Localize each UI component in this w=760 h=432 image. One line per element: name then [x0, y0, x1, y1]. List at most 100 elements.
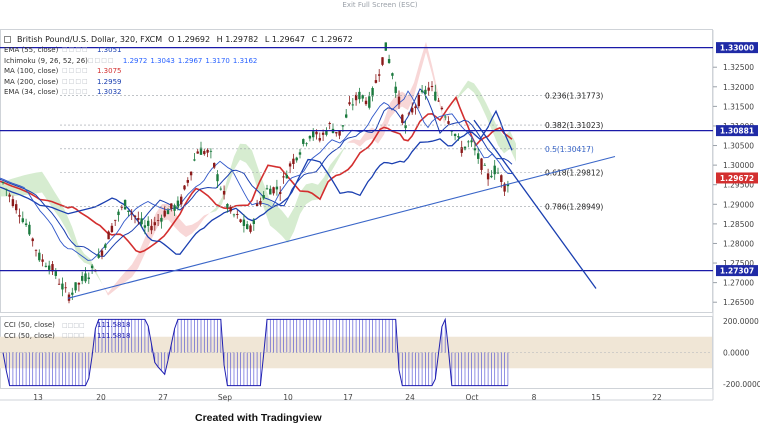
candle-body [391, 73, 394, 76]
candle-body [156, 220, 160, 222]
candle-body [434, 91, 437, 101]
candle-body [496, 172, 500, 174]
candle-body [447, 121, 450, 124]
indicator-controls-icon[interactable]: □□□□ [62, 67, 89, 75]
cloud-segment [330, 157, 336, 174]
indicator-value: 1.3051 [97, 46, 122, 55]
candle-body [11, 199, 15, 206]
candle-body [226, 203, 229, 208]
candle-body [404, 125, 407, 129]
y-tick-label: 1.26500 [723, 298, 754, 307]
level-price-tag-bg [716, 265, 758, 277]
y-tick-label: 1.30000 [723, 161, 754, 170]
cloud-segment [348, 139, 354, 143]
open-value: O 1.29692 [168, 35, 211, 44]
indicator-row[interactable]: MA (200, close) □□□□ 1.2959 [4, 77, 257, 88]
candle-body [480, 158, 483, 170]
candle-body [133, 215, 137, 217]
indicator-controls-icon[interactable]: □□□□ [87, 56, 115, 64]
candle-body [90, 265, 94, 269]
level-price-tag-bg [716, 42, 758, 54]
indicator-row[interactable]: EMA (55, close) □□□□ 1.3051 [4, 45, 257, 56]
candle-body [444, 116, 447, 118]
close-value: C 1.29672 [311, 35, 353, 44]
candle-body [440, 107, 444, 110]
candle-body [285, 174, 288, 179]
cci-value: 111.5818 [97, 331, 131, 340]
candle-body [308, 135, 312, 139]
candle-body [8, 194, 11, 197]
x-tick-label: 13 [33, 393, 43, 402]
candle-body [64, 287, 67, 289]
candle-body [34, 249, 38, 251]
cloud-segment [54, 190, 60, 219]
candle-body [48, 265, 51, 270]
candle-body [503, 183, 506, 192]
candle-body [477, 153, 480, 159]
indicator-controls-icon[interactable]: □□□□ [62, 46, 89, 54]
cloud-segment [252, 150, 258, 191]
symbol-title[interactable]: British Pound/U.S. Dollar, 320, FXCM [17, 35, 163, 44]
candle-body [325, 130, 328, 135]
cci-controls-icon[interactable]: □□□□ [62, 321, 85, 329]
candle-body [384, 42, 387, 51]
candle-body [1, 182, 5, 183]
cci-legend: CCI (50, close) □□□□ 111.5818 CCI (50, clos… [4, 320, 130, 341]
candle-body [5, 189, 8, 190]
candle-body [341, 125, 345, 127]
candle-body [417, 95, 420, 107]
indicator-label: EMA (34, close) [4, 88, 59, 97]
candle-body [387, 58, 391, 63]
candle-body [74, 282, 77, 291]
candle-body [463, 146, 467, 150]
candle-body [176, 200, 180, 208]
candle-body [236, 214, 239, 215]
candle-body [255, 203, 259, 207]
cci-legend-row[interactable]: CCI (50, close) □□□□ 111.5818 [4, 320, 130, 331]
candle-body [180, 196, 183, 205]
cloud-segment [360, 131, 366, 147]
candle-body [100, 250, 104, 256]
cci-legend-row[interactable]: CCI (50, close) □□□□ 111.5818 [4, 331, 130, 342]
candle-body [453, 133, 457, 137]
indicator-row[interactable]: Ichimoku (9, 26, 52, 26) □□□□ 1.2972 1.3043… [4, 56, 257, 67]
cloud-segment [138, 239, 144, 269]
fib-label: 0.5(1.30417) [545, 145, 594, 154]
candle-body [249, 225, 252, 232]
candle-body [173, 205, 176, 211]
support-trendline [67, 155, 616, 299]
candle-body [216, 174, 219, 182]
ema-34-line [0, 90, 512, 261]
candle-body [437, 100, 440, 102]
cloud-segment [468, 80, 474, 93]
indicator-controls-icon[interactable]: □□□□ [62, 77, 89, 85]
candle-body [371, 88, 374, 97]
candle-body [272, 187, 275, 194]
indicator-row[interactable]: MA (100, close) □□□□ 1.3075 [4, 66, 257, 77]
candle-body [265, 188, 269, 190]
candle-body [427, 87, 430, 91]
candle-body [430, 85, 434, 88]
candle-body [493, 165, 496, 175]
y-tick-label: 1.32000 [723, 83, 754, 92]
candle-body [28, 224, 31, 235]
candle-body [318, 138, 321, 141]
cloud-segment [186, 224, 192, 238]
cloud-segment [102, 283, 108, 296]
cloud-segment [420, 41, 426, 74]
indicator-row[interactable]: EMA (34, close) □□□□ 1.3032 [4, 87, 257, 98]
cci-controls-icon[interactable]: □□□□ [62, 332, 85, 340]
cloud-segment [174, 211, 180, 233]
candle-body [61, 283, 64, 290]
ema-55-line [0, 88, 513, 257]
x-tick-label: 8 [532, 393, 537, 402]
cloud-segment [432, 65, 438, 99]
exit-fullscreen-button[interactable]: Exit Full Screen (ESC) [342, 1, 418, 9]
indicator-controls-icon[interactable]: □□□□ [62, 88, 89, 96]
candle-body [71, 292, 74, 295]
chart-settings-icon[interactable] [4, 36, 11, 43]
candle-body [338, 130, 341, 136]
cloud-segment [378, 120, 384, 144]
candle-body [203, 151, 206, 155]
